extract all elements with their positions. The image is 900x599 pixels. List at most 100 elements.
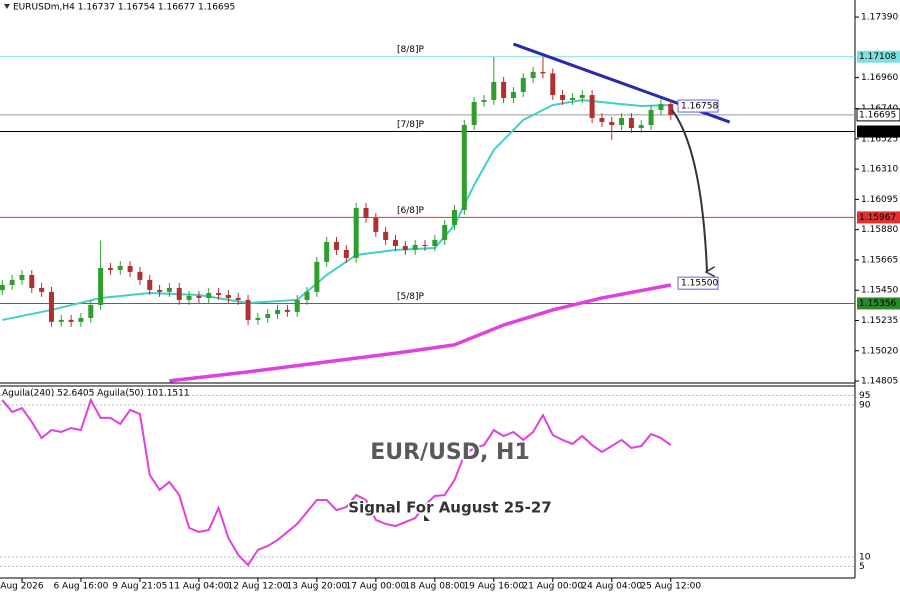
candle-body (255, 317, 261, 320)
overlay-title: EUR/USD, H1 (370, 440, 530, 465)
indicator-tick-label: 95 (859, 391, 870, 401)
price-box (856, 108, 900, 122)
candle-body (520, 78, 526, 92)
candle-body (422, 245, 428, 247)
signal-text: Signal For August 25-27 (348, 499, 551, 517)
candle-body (304, 291, 310, 300)
level-name: [8/8]P (397, 45, 425, 55)
level-label: 1.16577 (859, 127, 896, 137)
candle-body (324, 241, 330, 262)
candle-body (88, 304, 94, 318)
candle-body (176, 287, 182, 300)
candle-body (225, 294, 231, 298)
y-tick-label: 1.16960 (861, 73, 898, 83)
candle-body (589, 95, 595, 118)
candle-body (0, 284, 5, 291)
candle-body (501, 81, 507, 99)
x-tick-label: 17 Aug 00:00 (345, 582, 406, 592)
x-tick-label: 6 Aug 16:00 (53, 582, 108, 592)
candle-body (196, 295, 202, 298)
candle-body (560, 95, 566, 100)
price-marker-label: 1.15500 (681, 279, 718, 289)
indicator-line (1, 397, 672, 567)
level-box (857, 50, 900, 63)
y-tick-label: 1.16095 (861, 195, 898, 205)
level-box (857, 125, 900, 138)
candle-body (9, 279, 15, 285)
candle-body (451, 209, 457, 226)
candle-body (668, 104, 674, 115)
x-tick-label: 12 Aug 12:00 (228, 582, 289, 592)
candle-body (393, 239, 398, 246)
candle-body (569, 98, 575, 100)
candle-body (29, 274, 35, 288)
candle-body (530, 71, 536, 79)
price-label: 1.16695 (859, 110, 896, 120)
x-tick-label: 24 Aug 04:00 (581, 582, 642, 592)
candle-body (117, 265, 123, 270)
indicator-tick-label: 5 (859, 562, 865, 572)
y-tick-label: 1.15880 (861, 225, 898, 235)
level-box (857, 211, 900, 224)
candle-body (402, 245, 408, 250)
candle-body (510, 91, 516, 99)
candle-body (68, 319, 74, 322)
candle-body (599, 117, 605, 122)
candle-body (216, 293, 222, 295)
chart-title: EURUSDm,H4 1.16737 1.16754 1.16677 1.166… (13, 3, 235, 13)
plot: 1.173901.169601.167401.165251.163101.160… (0, 13, 900, 592)
candle-body (609, 121, 615, 126)
candle-body (137, 271, 143, 280)
candle-body (343, 249, 349, 258)
header-icon (4, 4, 10, 9)
candle-body (628, 117, 634, 128)
candle-body (412, 245, 418, 250)
candle-body (284, 309, 290, 312)
indicator-title: Aguila(240) 52.6405 Aguila(50) 101.1511 (2, 389, 190, 399)
cursor-icon (424, 515, 430, 521)
candle-body (58, 319, 64, 322)
candle-body (206, 293, 212, 298)
candle-body (314, 261, 320, 292)
price-marker (677, 99, 719, 113)
candle-body (78, 317, 84, 322)
candle-body (638, 125, 644, 128)
candle-body (383, 231, 389, 240)
y-tick-label: 1.15020 (861, 346, 898, 356)
candle-body (619, 117, 625, 126)
y-tick-label: 1.17390 (861, 13, 898, 23)
x-tick-label: 25 Aug 12:00 (640, 582, 701, 592)
candle-body (265, 314, 271, 318)
candle-body (373, 217, 379, 232)
x-tick-label: 11 Aug 04:00 (169, 582, 230, 592)
level-name: [5/8]P (397, 292, 425, 302)
candle-body (166, 287, 172, 292)
candle-body (540, 71, 546, 74)
candle-body (442, 225, 448, 240)
candle-body (658, 104, 664, 110)
y-tick-label: 1.15450 (861, 286, 898, 296)
indicator-tick-label: 10 (859, 553, 871, 563)
x-tick-label: 21 Aug 00:00 (522, 582, 583, 592)
candle-body (48, 291, 54, 322)
x-tick-label: 18 Aug 08:00 (404, 582, 465, 592)
indicator-overlay-line (169, 283, 672, 383)
y-tick-label: 1.14805 (861, 377, 898, 387)
indicator-tick-label: 90 (859, 401, 871, 411)
candle-body (107, 267, 113, 270)
candle-body (353, 207, 359, 258)
forecast-arrow (671, 109, 707, 272)
candle-body (39, 287, 45, 292)
candle-body (98, 267, 104, 305)
candle-body (491, 81, 497, 100)
level-label: 1.17108 (859, 52, 896, 62)
candle-body (127, 265, 133, 272)
y-tick-label: 1.16525 (861, 134, 898, 144)
candle-body (461, 125, 467, 210)
candle-body (275, 309, 281, 315)
candle-body (550, 73, 556, 96)
candle-body (147, 279, 153, 290)
x-tick-label: 9 Aug 21:05 (112, 582, 167, 592)
